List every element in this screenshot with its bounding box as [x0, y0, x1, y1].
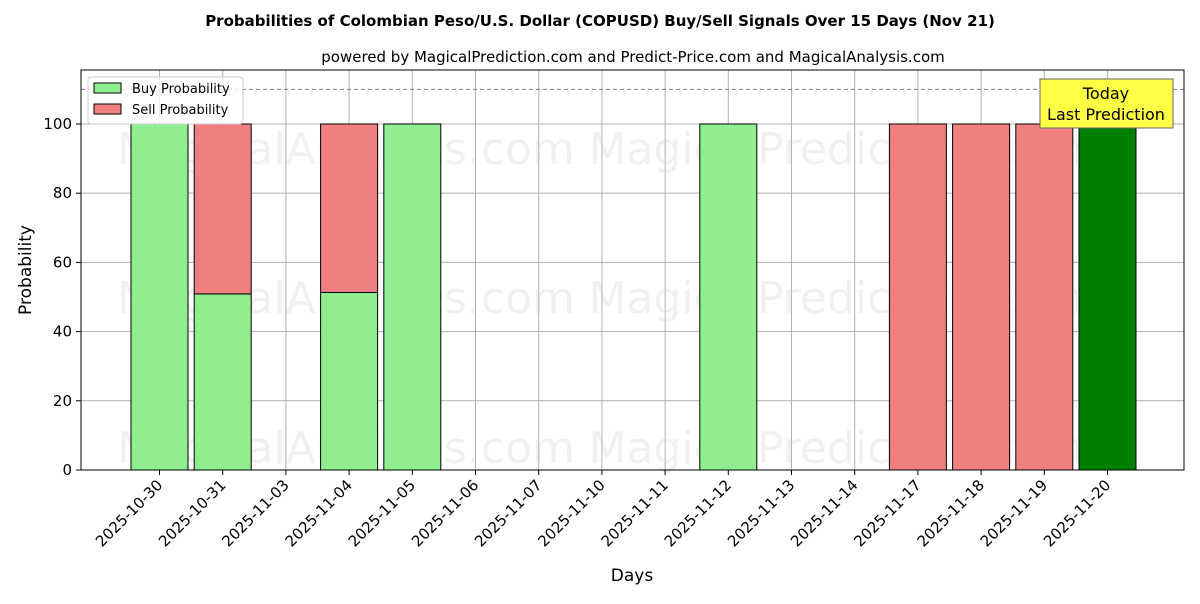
x-tick-label: 2025-11-07 [471, 476, 545, 550]
axes-frame [80, 69, 1185, 471]
x-tick-label: 2025-10-31 [155, 476, 229, 550]
buy-bar-2025-11-04 [320, 291, 379, 471]
buy-bar-2025-10-31 [193, 293, 252, 471]
buy-bar-2025-10-30 [130, 123, 189, 471]
x-tick-label: 2025-11-20 [1040, 476, 1114, 550]
sell-bar-2025-11-17 [888, 123, 947, 471]
x-tick-label: 2025-11-05 [345, 476, 419, 550]
legend-label-buy: Buy Probability [132, 82, 230, 97]
y-axis-label: Probability [16, 225, 36, 315]
buy-bar-2025-11-20 [1078, 123, 1137, 471]
annotation-line-1: Today [1082, 84, 1129, 103]
y-axis: 0 20 40 60 80 100 [43, 115, 81, 479]
x-tick-label: 2025-11-19 [977, 476, 1051, 550]
x-tick-label: 2025-11-10 [534, 476, 608, 550]
sell-bar-2025-11-04 [320, 123, 379, 293]
chart-title: Probabilities of Colombian Peso/U.S. Dol… [205, 12, 995, 30]
y-tick-label: 0 [62, 461, 72, 479]
sell-bar-2025-11-18 [952, 123, 1011, 471]
x-tick-label: 2025-11-18 [914, 476, 988, 550]
x-tick-label: 2025-11-13 [724, 476, 798, 550]
legend-label-sell: Sell Probability [132, 103, 229, 118]
buy-bar-2025-11-05 [383, 123, 442, 471]
y-tick-label: 80 [53, 184, 72, 202]
today-annotation: Today Last Prediction [1039, 78, 1174, 129]
y-tick-label: 60 [53, 253, 72, 271]
annotation-box [1039, 78, 1174, 129]
x-axis-label: Days [611, 566, 654, 586]
legend-swatch-sell [93, 103, 122, 115]
legend: Buy Probability Sell Probability [87, 76, 244, 125]
y-tick-label: 20 [53, 392, 72, 410]
y-tick-label: 100 [43, 115, 72, 133]
y-tick-label: 40 [53, 323, 72, 341]
x-tick-label: 2025-11-17 [850, 476, 924, 550]
x-tick-label: 2025-11-06 [408, 476, 482, 550]
x-axis: 2025-10-302025-10-312025-11-032025-11-04… [92, 470, 1114, 550]
x-tick-label: 2025-10-30 [92, 476, 166, 550]
x-tick-label: 2025-11-03 [218, 476, 292, 550]
x-tick-label: 2025-11-14 [787, 476, 861, 550]
annotation-line-2: Last Prediction [1047, 105, 1165, 124]
chart-subtitle: powered by MagicalPrediction.com and Pre… [321, 48, 945, 66]
bars [130, 123, 1137, 471]
x-tick-label: 2025-11-12 [661, 476, 735, 550]
sell-bar-2025-10-31 [193, 123, 252, 295]
x-tick-label: 2025-11-11 [598, 476, 672, 550]
x-tick-label: 2025-11-04 [282, 476, 356, 550]
legend-swatch-buy [93, 82, 122, 94]
buy-bar-2025-11-12 [699, 123, 758, 471]
sell-bar-2025-11-19 [1015, 123, 1074, 471]
legend-box [87, 76, 244, 125]
